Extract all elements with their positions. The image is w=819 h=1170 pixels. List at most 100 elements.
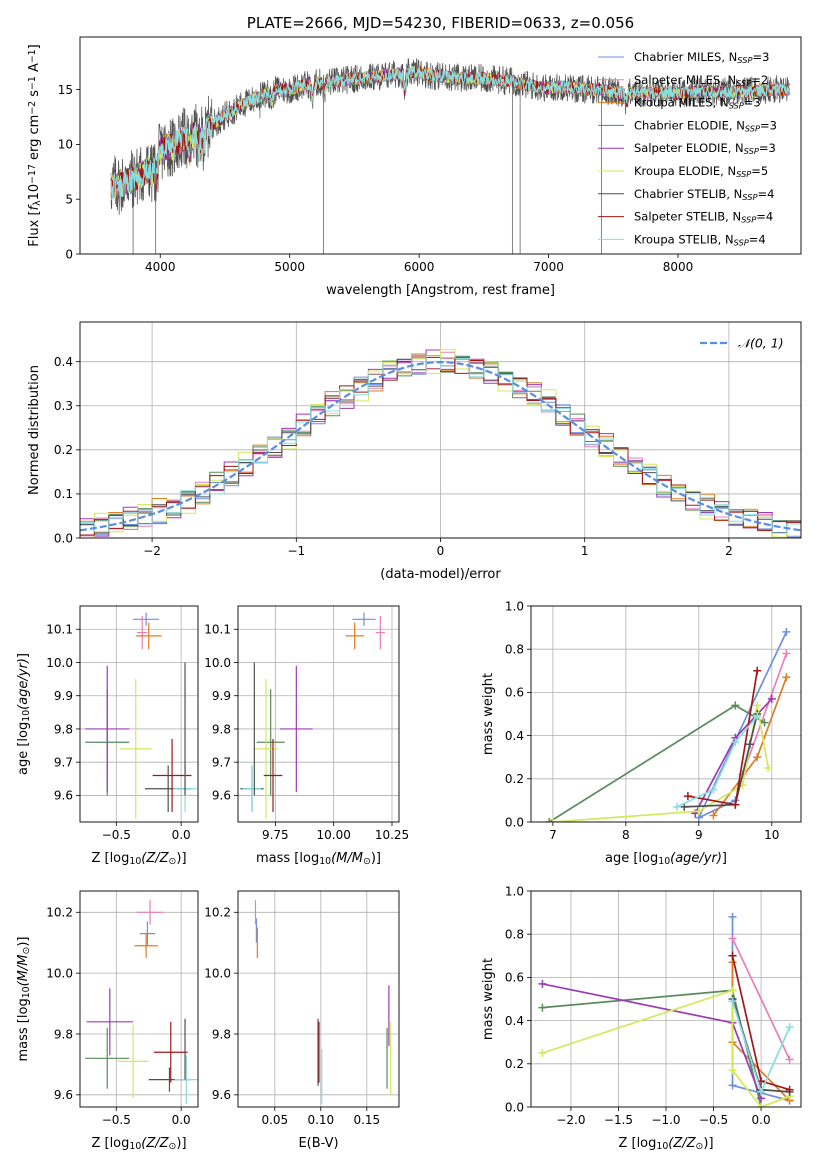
x-tick-label: 0.0 [172, 1113, 191, 1127]
axes-frame [79, 321, 802, 539]
legend-label: Salpeter MILES, NSSP=2 [634, 73, 768, 88]
errorbars [254, 900, 392, 1104]
legend-label: Chabrier STELIB, NSSP=4 [634, 187, 774, 202]
legend-n-subscript: SSP [734, 237, 749, 247]
x-axis-label-part: (Z/Z [141, 1136, 169, 1151]
y-tick-label: 0.0 [505, 1100, 524, 1114]
x-axis-label: (data-model)/error [380, 567, 501, 582]
legend-n-eq: = [752, 50, 762, 64]
legend-entry: Chabrier ELODIE, NSSP=3 [598, 118, 777, 133]
y-tick-label: 1.0 [505, 884, 524, 898]
errorbar-point [120, 679, 152, 819]
legend-n-value: 4 [767, 187, 774, 201]
x-axis-label: E(B-V) [298, 1136, 338, 1151]
mass-vs-ebv-panel: 0.05 0.10 0.15 9.6 9.8 10.0 10.2 E(B-V) [204, 890, 400, 1151]
errorbar-point [85, 1027, 130, 1089]
y-tick-label: 10.0 [46, 966, 73, 980]
y-axis-label-part: log [16, 998, 31, 1018]
y-tick-label: 10.0 [46, 656, 73, 670]
weight-marker [728, 912, 737, 921]
weight-series-chabrier_miles [694, 627, 791, 822]
weight-marker [767, 694, 776, 703]
x-axis-label-part: (Z/Z [668, 1136, 696, 1151]
y-tick-label: 9.8 [212, 722, 231, 736]
legend-n-value: 4 [766, 210, 773, 224]
y-tick-label: 1.0 [505, 599, 524, 613]
legend-entry: Chabrier MILES, NSSP=3 [598, 50, 769, 65]
x-tick-label: 2 [725, 544, 733, 558]
x-tick-label: 0.15 [353, 1113, 380, 1127]
y-tick-label: 0.4 [54, 355, 73, 369]
legend-label: Salpeter STELIB, NSSP=4 [634, 210, 773, 225]
weight-series-kroupa_elodie [548, 701, 773, 822]
legend-n-prefix: N [725, 232, 734, 246]
weight-marker [672, 802, 681, 811]
histograms [80, 349, 801, 538]
weight-marker [709, 811, 718, 820]
weight-line [542, 989, 762, 1107]
legend-n-prefix: N [735, 141, 744, 155]
legend-n-value: 2 [761, 73, 768, 87]
weight-lines [545, 627, 791, 822]
errorbar-point [345, 622, 364, 650]
x-axis-label-part: age [ [605, 851, 638, 866]
weight-marker [731, 800, 740, 809]
y-axis-label: mass [log10(M/M⊙)] [16, 937, 32, 1062]
errorbar-point [137, 900, 163, 925]
axes-frame [530, 605, 802, 823]
weight-marker [785, 1085, 794, 1094]
legend-n-value: 3 [768, 141, 775, 155]
y-tick-label: 0.0 [54, 531, 73, 545]
age-vs-mass-panel: 9.75 10.00 10.25 9.6 9.7 9.8 9.9 10.0 10.1 mass [… [204, 605, 409, 867]
y-axis-label-part: Flux [ [27, 210, 42, 246]
errorbar-point [242, 765, 262, 813]
x-tick-label: 7000 [533, 260, 564, 274]
errorbar-point [139, 921, 156, 946]
x-axis-label-part: log [299, 851, 319, 866]
y-axis-label-part: )] [16, 937, 31, 947]
y-axis-label: Flux [fλ10−17 erg cm−2 s−1 A−1] [27, 44, 43, 246]
legend-entry: Salpeter STELIB, NSSP=4 [598, 210, 773, 225]
x-tick-label: 4000 [145, 260, 176, 274]
x-axis-label: wavelength [Angstrom, rest frame] [326, 283, 555, 298]
legend-series-name: Salpeter MILES [634, 73, 720, 87]
x-axis-label-part: ⊙ [169, 856, 177, 867]
weight-marker [538, 1049, 547, 1057]
y-tick-label: 0 [65, 247, 73, 261]
y-axis-label: mass weight [481, 673, 496, 755]
legend-n-subscript: SSP [736, 169, 751, 179]
y-tick-label: 10.1 [46, 623, 73, 637]
errorbar-point [263, 738, 283, 813]
y-tick-label: 0.4 [505, 729, 524, 743]
weight-marker [694, 807, 703, 816]
spectrum-lines [110, 58, 790, 254]
legend-n-subscript: SSP [744, 146, 759, 156]
y-tick-label: 10.2 [204, 906, 231, 920]
x-tick-label: −0.5 [699, 1113, 728, 1127]
y-axis-label: mass weight [481, 958, 496, 1040]
legend-n-value: 5 [761, 164, 768, 178]
legend-label: Kroupa ELODIE, NSSP=5 [634, 164, 768, 179]
y-tick-label: 9.8 [54, 722, 73, 736]
x-tick-label: 0.05 [261, 1113, 288, 1127]
legend-series-name: Chabrier MILES [634, 50, 721, 64]
x-axis-label-part: (age/yr) [670, 851, 722, 866]
y-tick-label: 0.8 [505, 928, 524, 942]
x-axis-label-part: 10 [319, 856, 331, 867]
x-axis-label-part: )] [176, 851, 186, 866]
y-axis-label-part: 10 [21, 986, 32, 998]
x-axis-label-part: ⊙ [169, 1141, 177, 1152]
y-axis-label-part: ] [16, 653, 31, 658]
x-tick-label: −2.0 [556, 1113, 585, 1127]
legend-n-subscript: SSP [742, 192, 757, 202]
y-axis-label-part: −2 [27, 101, 38, 115]
y-tick-label: 10.2 [46, 906, 73, 920]
y-axis-label-part: age [ [16, 742, 31, 775]
y-axis-label-part: log [16, 722, 31, 742]
legend-entry: Chabrier STELIB, NSSP=4 [598, 187, 774, 202]
weight-marker [757, 1087, 766, 1096]
weight-marker [764, 764, 773, 772]
legend-n-eq: = [756, 210, 766, 224]
y-tick-label: 0.2 [505, 1057, 524, 1071]
weight-line [542, 983, 762, 1099]
